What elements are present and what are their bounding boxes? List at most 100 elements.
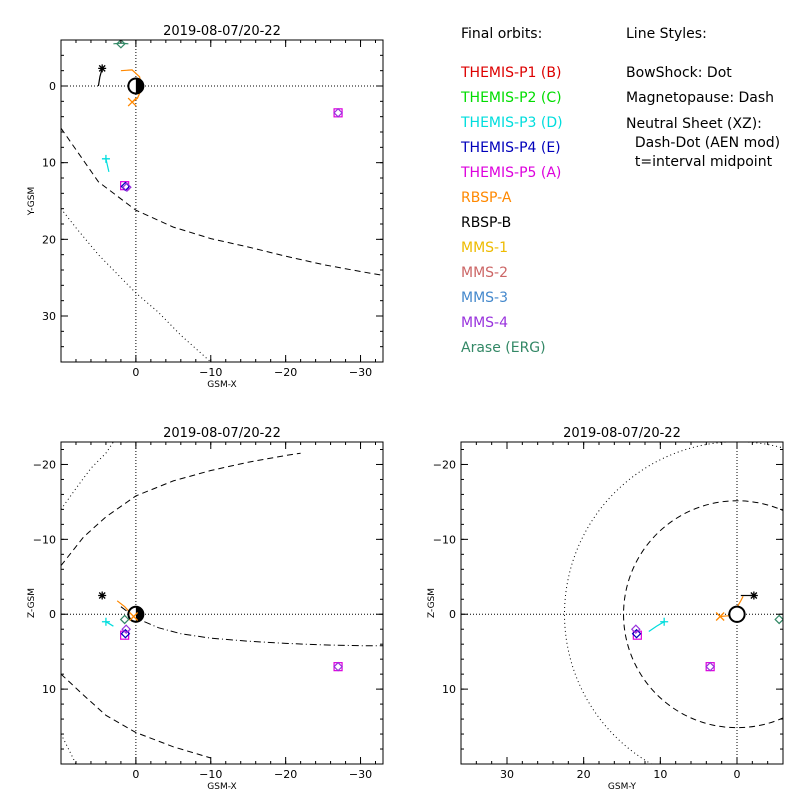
x-tick-label: −20 bbox=[274, 768, 297, 781]
marker-themis-p3-d bbox=[101, 617, 110, 626]
plot-frame bbox=[60, 441, 384, 765]
y-axis-label: Z-GSM bbox=[427, 588, 437, 618]
orbit-legend-item: THEMIS-P5 (A) bbox=[461, 165, 562, 181]
y-tick-label: −10 bbox=[433, 533, 456, 546]
marker-rbsp-a bbox=[715, 612, 725, 621]
line-styles-title: Line Styles: bbox=[626, 26, 707, 42]
x-tick-label: −20 bbox=[274, 366, 297, 379]
y-tick-label: −20 bbox=[33, 458, 56, 471]
line-style-bowshock: BowShock: Dot bbox=[626, 65, 732, 81]
marker-mms-4 bbox=[333, 661, 343, 672]
legend-spacer bbox=[626, 47, 780, 61]
neutral-sheet-curve bbox=[120, 606, 383, 647]
marker-themis-p5-a bbox=[705, 662, 715, 672]
plot-area bbox=[461, 442, 783, 764]
marker-themis-p5-a bbox=[333, 108, 343, 118]
magnetopause-curve bbox=[61, 452, 301, 566]
marker-mms-4 bbox=[705, 661, 716, 672]
y-tick-label: 0 bbox=[449, 608, 456, 621]
orbit-track bbox=[105, 621, 114, 627]
bowshock-curve bbox=[61, 208, 212, 362]
marker-themis-p3-d bbox=[660, 617, 669, 626]
yz-panel: 30 20 10 0 −20 −10 0 10 2019-08-07/20-22 GSM-Y Z-G… bbox=[427, 426, 784, 792]
plot-area bbox=[61, 40, 383, 362]
y-tick-label: 10 bbox=[442, 683, 456, 696]
x-tick-label: 0 bbox=[734, 768, 741, 781]
marker-arase-erg bbox=[116, 40, 126, 49]
y-axis-label: Z-GSM bbox=[27, 588, 37, 618]
chart-title: 2019-08-07/20-22 bbox=[163, 24, 281, 39]
bowshock-curve bbox=[61, 733, 77, 764]
y-tick-label: 20 bbox=[42, 233, 56, 246]
x-tick-label: −30 bbox=[349, 768, 372, 781]
line-style-magnetopause: Magnetopause: Dash bbox=[626, 90, 775, 106]
plot-frame bbox=[460, 441, 784, 765]
x-axis-label: GSM-X bbox=[207, 380, 236, 390]
earth-icon bbox=[728, 605, 746, 623]
marker-mms-4 bbox=[333, 107, 343, 118]
marker-mms-4 bbox=[122, 182, 132, 193]
y-tick-label: 0 bbox=[49, 608, 56, 621]
marker-themis-p4-e bbox=[120, 628, 131, 639]
orbits-legend-list: THEMIS-P1 (B) THEMIS-P2 (C) THEMIS-P3 (D) T… bbox=[461, 47, 563, 361]
orbit-legend-item: MMS-3 bbox=[461, 290, 509, 306]
marker-arase-erg bbox=[119, 614, 130, 625]
line-style-neutral-sheet: Neutral Sheet (XZ): bbox=[626, 116, 762, 132]
orbit-legend-item: MMS-2 bbox=[461, 265, 509, 281]
x-axis-label: GSM-Y bbox=[608, 782, 637, 792]
y-tick-label: −20 bbox=[433, 458, 456, 471]
orbit-track bbox=[648, 621, 665, 632]
marker-rbsp-b bbox=[98, 591, 107, 600]
orbits-legend: Final orbits: THEMIS-P1 (B) THEMIS-P2 (C)… bbox=[461, 22, 563, 361]
magnetopause-curve bbox=[623, 500, 783, 729]
bowshock-curve bbox=[61, 442, 114, 510]
chart-title: 2019-08-07/20-22 bbox=[563, 426, 681, 441]
line-style-neutral-sheet-time: t=interval midpoint bbox=[626, 154, 773, 170]
orbit-legend-item: THEMIS-P2 (C) bbox=[461, 90, 562, 106]
orbit-legend-item: RBSP-A bbox=[461, 190, 512, 206]
orbit-legend-item: MMS-1 bbox=[461, 240, 509, 256]
marker-arase-erg bbox=[774, 614, 783, 625]
y-tick-label: −10 bbox=[33, 533, 56, 546]
y-tick-label: 30 bbox=[42, 310, 56, 323]
x-tick-label: 20 bbox=[577, 768, 591, 781]
x-tick-label: −10 bbox=[199, 768, 222, 781]
x-tick-label: −30 bbox=[349, 366, 372, 379]
earth-night-side bbox=[135, 606, 144, 622]
orbit-legend-item: MMS-4 bbox=[461, 315, 509, 331]
line-style-neutral-sheet-model: Dash-Dot (AEN mod) bbox=[626, 135, 781, 151]
x-tick-label: 30 bbox=[500, 768, 514, 781]
marker-themis-p3-d bbox=[101, 154, 110, 163]
magnetopause-curve bbox=[61, 673, 211, 759]
orbit-track bbox=[113, 42, 129, 45]
orbits-legend-title: Final orbits: bbox=[461, 26, 543, 42]
marker-themis-p5-a bbox=[333, 662, 343, 672]
marker-themis-p4-e bbox=[631, 628, 642, 639]
x-tick-label: 10 bbox=[653, 768, 667, 781]
x-axis-label: GSM-X bbox=[207, 782, 236, 792]
orbit-legend-item: THEMIS-P3 (D) bbox=[461, 115, 563, 131]
marker-rbsp-a bbox=[129, 612, 139, 621]
y-tick-label: 10 bbox=[42, 157, 56, 170]
orbit-legend-item: RBSP-B bbox=[461, 215, 512, 231]
y-axis-label: Y-GSM bbox=[27, 187, 37, 216]
line-styles-legend: Line Styles: BowShock: Dot Magnetopause:… bbox=[626, 22, 780, 172]
marker-rbsp-a bbox=[127, 97, 137, 107]
marker-mms-4 bbox=[121, 624, 131, 635]
xz-panel: 0 −10 −20 −30 −20 −10 0 10 2019-08-07/20-22 GSM-X… bbox=[27, 426, 384, 792]
x-tick-label: −10 bbox=[199, 366, 222, 379]
chart-title: 2019-08-07/20-22 bbox=[163, 426, 281, 441]
y-tick-label: 0 bbox=[49, 80, 56, 93]
marker-rbsp-b bbox=[749, 591, 758, 600]
marker-mms-4 bbox=[630, 624, 641, 635]
orbit-legend-item: THEMIS-P4 (E) bbox=[461, 140, 561, 156]
x-tick-label: 0 bbox=[132, 366, 139, 379]
plot-area bbox=[61, 442, 383, 764]
legend-spacer bbox=[461, 47, 563, 61]
magnetopause-curve bbox=[61, 127, 383, 276]
orbit-legend-item: Arase (ERG) bbox=[461, 340, 546, 356]
earth-night-side bbox=[135, 78, 144, 94]
orbit-track bbox=[97, 68, 103, 87]
orbit-legend-item: THEMIS-P1 (B) bbox=[461, 65, 562, 81]
